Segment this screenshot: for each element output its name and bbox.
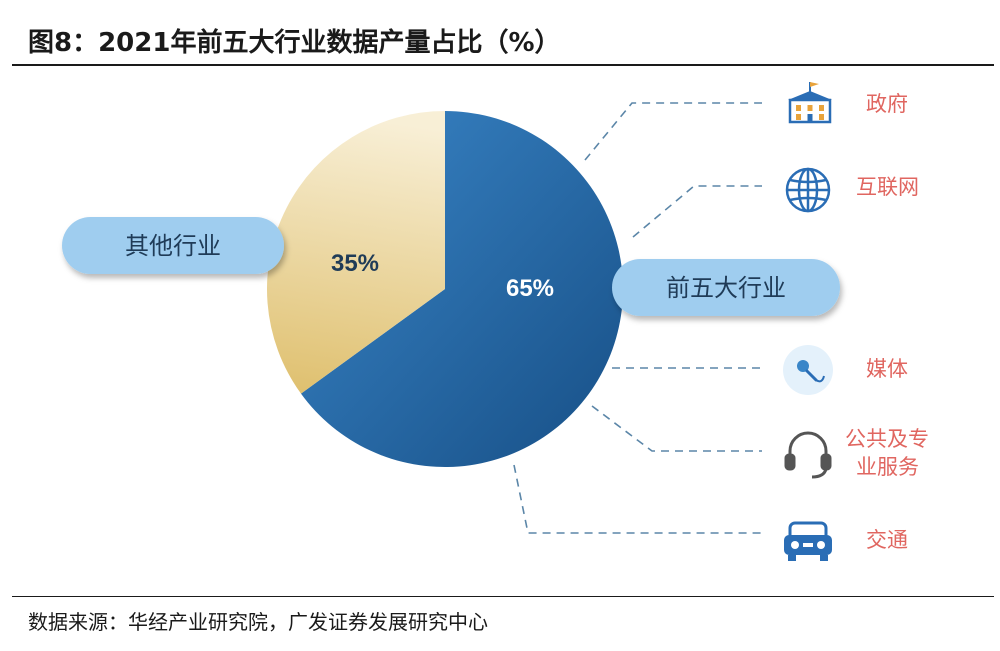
category-label-internet: 互联网 <box>856 175 919 199</box>
globe-icon <box>785 167 831 213</box>
footer-rule <box>12 596 994 597</box>
pie-slice-top-five <box>300 111 623 467</box>
pill-top-five-label: 前五大行业 <box>666 274 786 302</box>
car-icon <box>784 521 832 561</box>
microphone-icon <box>783 345 833 395</box>
connector-lines <box>513 102 762 534</box>
pill-other: 其他行业 <box>62 217 284 274</box>
pill-top-five: 前五大行业 <box>612 259 840 316</box>
headset-icon <box>784 431 832 479</box>
title-rule <box>12 64 994 66</box>
slice-label-top-five: 65% <box>506 275 554 302</box>
government-building-icon <box>788 82 832 124</box>
category-label-services-line2: 业服务 <box>856 455 919 479</box>
pie-slice-other <box>266 111 445 394</box>
connector-services <box>591 405 762 452</box>
pie-chart: 65% 35% 其他行业 前五大行业 <box>62 82 929 561</box>
connector-internet <box>632 185 762 238</box>
data-source: 数据来源：华经产业研究院，广发证券发展研究中心 <box>28 610 488 634</box>
category-label-transport: 交通 <box>866 528 908 552</box>
category-label-services-line1: 公共及专 <box>845 427 929 451</box>
category-label-media: 媒体 <box>866 357 908 381</box>
figure-title: 图8：2021年前五大行业数据产量占比（%） <box>28 28 561 58</box>
connector-transport <box>513 464 762 534</box>
pill-other-label: 其他行业 <box>125 232 221 260</box>
slice-label-other: 35% <box>331 250 379 277</box>
category-label-government: 政府 <box>866 92 908 116</box>
connector-government <box>584 102 762 161</box>
